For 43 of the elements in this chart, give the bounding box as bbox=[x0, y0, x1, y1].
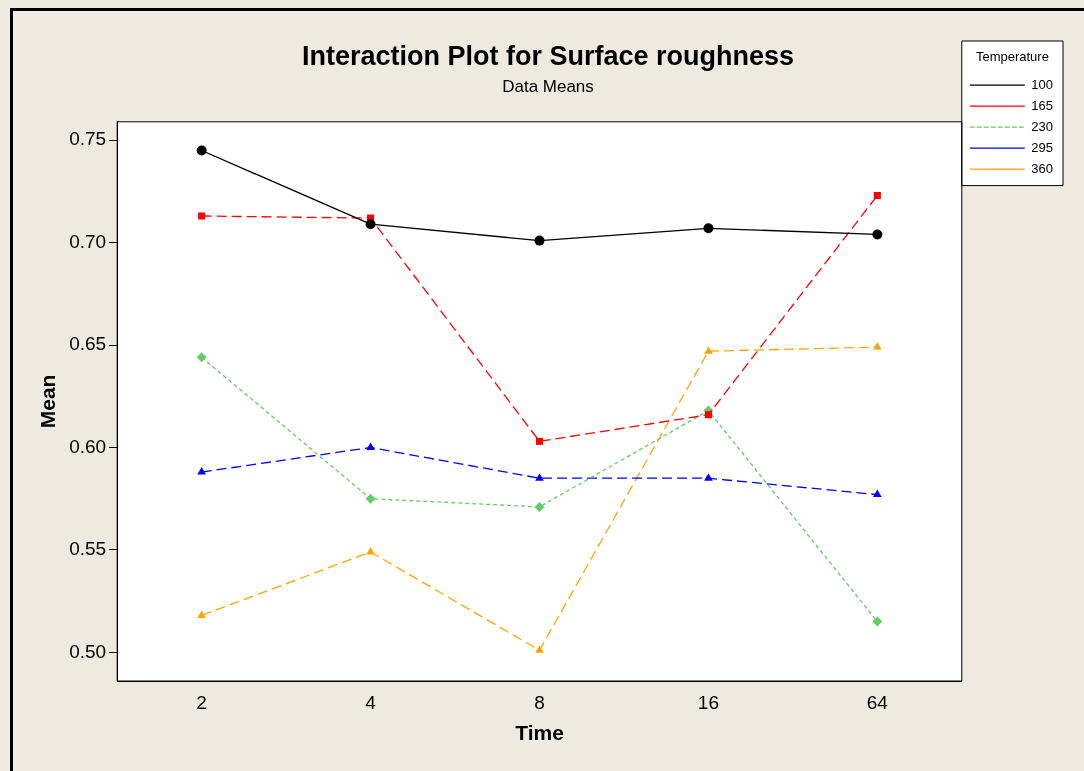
point bbox=[197, 467, 206, 475]
point bbox=[872, 616, 883, 627]
y-axis-title: Mean bbox=[36, 374, 60, 429]
y-tick-label: 0.70 bbox=[69, 230, 107, 252]
point bbox=[872, 229, 883, 240]
point bbox=[534, 235, 545, 246]
point bbox=[535, 473, 544, 481]
point bbox=[703, 223, 714, 234]
legend-label: 360 bbox=[1031, 160, 1054, 176]
point bbox=[365, 493, 376, 504]
point bbox=[873, 342, 882, 350]
x-tick-label: 64 bbox=[866, 691, 889, 713]
point bbox=[197, 610, 206, 618]
point bbox=[704, 411, 712, 419]
point bbox=[534, 501, 545, 512]
x-axis-title: Time bbox=[515, 721, 564, 745]
legend-label: 165 bbox=[1031, 97, 1054, 113]
y-tick-label: 0.55 bbox=[69, 538, 107, 560]
legend-label: 100 bbox=[1031, 76, 1054, 92]
y-tick-label: 0.60 bbox=[69, 435, 107, 457]
point bbox=[873, 489, 882, 498]
point bbox=[196, 145, 207, 156]
point bbox=[366, 442, 375, 450]
point bbox=[704, 473, 713, 481]
chart-subtitle: Data Means bbox=[502, 77, 594, 97]
point bbox=[198, 212, 206, 220]
legend-label: 230 bbox=[1031, 118, 1054, 134]
x-tick-label: 8 bbox=[534, 691, 545, 713]
point bbox=[196, 352, 207, 363]
x-tick-label: 2 bbox=[196, 691, 207, 713]
x-tick-label: 4 bbox=[365, 691, 377, 713]
legend-label: 295 bbox=[1031, 139, 1054, 155]
point bbox=[873, 192, 881, 200]
point bbox=[365, 219, 376, 230]
chart-title: Interaction Plot for Surface roughness bbox=[301, 40, 795, 71]
y-tick-label: 0.50 bbox=[69, 640, 107, 662]
point bbox=[535, 437, 544, 445]
point bbox=[704, 346, 713, 354]
point bbox=[535, 645, 544, 653]
y-tick-label: 0.75 bbox=[69, 128, 107, 150]
legend-title: Temperature bbox=[975, 49, 1049, 65]
x-tick-label: 16 bbox=[697, 691, 719, 713]
y-tick-label: 0.65 bbox=[69, 333, 107, 355]
